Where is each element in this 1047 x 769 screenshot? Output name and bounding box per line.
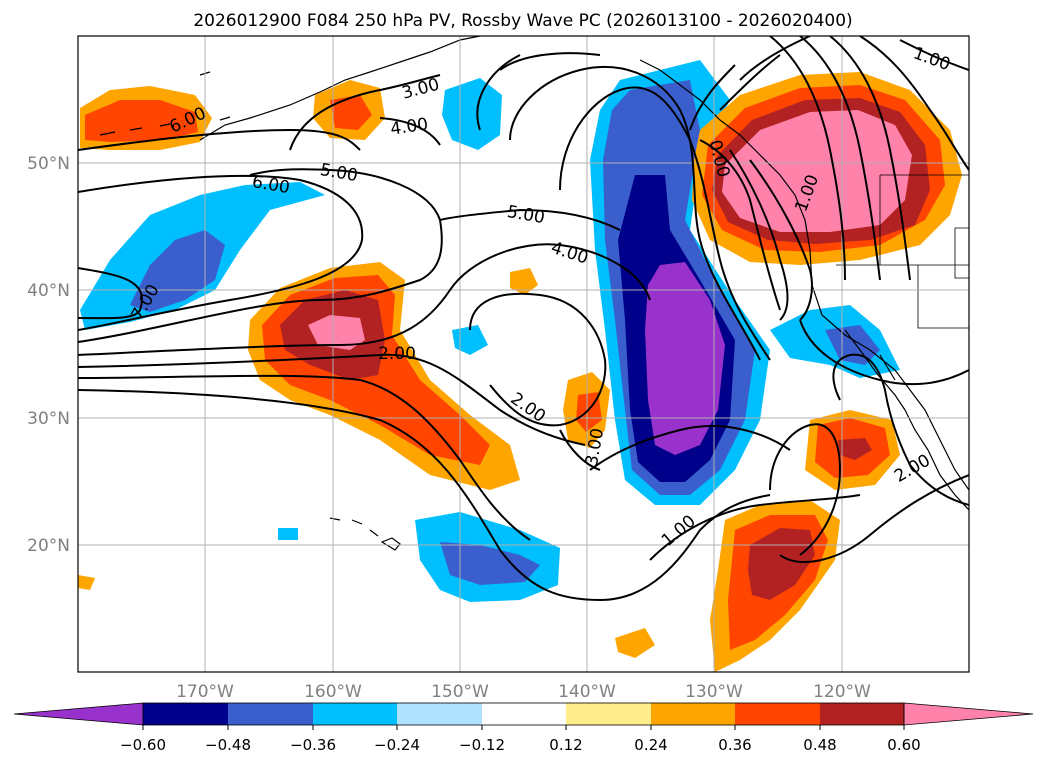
- pos-anomaly-baja-l4: [838, 438, 872, 460]
- longitude-labels: 170°W 160°W 150°W 140°W 130°W 120°W: [176, 682, 871, 702]
- contour-ridge-5: [829, 36, 911, 281]
- contour-5b: [439, 208, 621, 231]
- contour-6: [78, 128, 364, 331]
- lon-label-170w: 170°W: [176, 682, 234, 702]
- contour-4: [78, 243, 651, 356]
- pos-anomaly-small-4: [615, 628, 655, 658]
- contour-ridge-6: [859, 36, 969, 171]
- contour-3-south: [589, 425, 791, 471]
- contour-trough-4: [559, 86, 771, 361]
- pos-anomaly-small-1-core: [330, 95, 372, 130]
- neg-anomaly-small-2: [278, 528, 298, 540]
- latitude-labels: 50°N 40°N 30°N 20°N: [27, 154, 70, 556]
- contour-1-west: [78, 389, 701, 602]
- contour-trough-5: [689, 64, 781, 311]
- lon-label-160w: 160°W: [304, 682, 362, 702]
- baja-peninsula: [844, 329, 906, 411]
- colorbar-segment-7: [651, 703, 735, 725]
- contour-2-east: [779, 474, 969, 563]
- contour-trough-3: [509, 66, 761, 361]
- pv-contours: [78, 36, 969, 602]
- colorbar-segment-5: [482, 703, 566, 725]
- lon-label-140w: 140°W: [558, 682, 616, 702]
- contour-2: [78, 374, 531, 541]
- pos-anomaly-se-l4: [748, 528, 815, 600]
- map-title: 2026012900 F084 250 hPa PV, Rossby Wave …: [193, 11, 852, 31]
- coastlines: [99, 36, 969, 551]
- contour-trough-1: [499, 52, 601, 71]
- contour-ridge-1: [719, 54, 789, 321]
- contour-ridge-4: [799, 36, 881, 281]
- colorbar-label-8: 0.36: [718, 736, 751, 754]
- colorbar-label-6: 0.12: [549, 736, 582, 754]
- pos-anomaly-ridge-core: [722, 110, 912, 232]
- colorbar-outline: [142, 702, 905, 726]
- colorbar-ticks: [142, 725, 905, 730]
- neg-anomaly-coast-blob-l3: [825, 325, 880, 365]
- aleutian-islands: [99, 71, 231, 136]
- us-state-borders: [836, 174, 969, 329]
- colorbar-label-10: 0.60: [887, 736, 920, 754]
- colorbar-label-9: 0.48: [803, 736, 836, 754]
- gridlines: [78, 36, 969, 672]
- neg-anomaly-small-1: [452, 325, 488, 355]
- neg-anomaly-band-core: [645, 262, 725, 455]
- contour-low-pv: [559, 429, 601, 471]
- colorbar-extend-right: [903, 702, 1034, 726]
- contour-5: [78, 168, 443, 343]
- contour-ridge-3: [769, 36, 846, 281]
- contour-label-2-00-a: 2.00: [378, 344, 416, 364]
- contour-2-loop: [469, 292, 607, 427]
- hawaii-islands: [329, 517, 401, 551]
- colorbar-extend-left: [13, 702, 144, 726]
- alaska-coastline: [199, 36, 481, 141]
- colorbar-segment-2: [228, 703, 313, 725]
- colorbar-label-1: −0.60: [120, 736, 166, 754]
- pos-anomaly-small-5: [78, 575, 95, 590]
- colorbar-label-2: −0.48: [205, 736, 251, 754]
- pos-anomaly-streamer-core: [308, 315, 365, 350]
- colorbar-label-4: −0.24: [374, 736, 420, 754]
- colorbar: −0.60 −0.48 −0.36 −0.24 −0.12 0.12 0.24 …: [13, 702, 1034, 754]
- pos-anomaly-nw-corner-l3: [85, 100, 198, 142]
- map-plot-area: 6.00 6.00 5.00 5.00 4.00 4.00 3.00 3.00 …: [77, 35, 970, 673]
- contour-7: [78, 267, 143, 320]
- colorbar-segment-1: [143, 703, 228, 725]
- lat-label-50n: 50°N: [27, 154, 70, 174]
- lon-label-150w: 150°W: [431, 682, 489, 702]
- map-frame: [77, 35, 970, 673]
- colorbar-segment-8: [735, 703, 820, 725]
- colorbar-label-3: −0.36: [290, 736, 336, 754]
- colorbar-segment-3: [313, 703, 397, 725]
- lon-label-120w: 120°W: [813, 682, 871, 702]
- contour-3: [78, 353, 586, 446]
- neg-anomaly-south-l3: [440, 542, 540, 585]
- colorbar-label-7: 0.24: [634, 736, 667, 754]
- contour-1-seam: [699, 494, 771, 531]
- contour-subtrop-2: [832, 353, 969, 506]
- na-west-coastline: [639, 59, 969, 491]
- neg-anomaly-west-l3: [130, 230, 225, 312]
- lat-label-40n: 40°N: [27, 281, 70, 301]
- colorbar-segment-9: [820, 703, 904, 725]
- mexico-coastline: [904, 409, 969, 511]
- colorbar-segment-4: [397, 703, 482, 725]
- contour-trough-2: [476, 54, 521, 131]
- contour-3-north: [289, 74, 441, 151]
- neg-anomaly-nw-blob: [442, 78, 502, 150]
- lat-label-30n: 30°N: [27, 409, 70, 429]
- lat-label-20n: 20°N: [27, 536, 70, 556]
- pos-anomaly-small-3: [510, 268, 538, 295]
- contour-1-ne: [899, 39, 969, 71]
- colorbar-tick-labels: −0.60 −0.48 −0.36 −0.24 −0.12 0.12 0.24 …: [120, 736, 921, 754]
- colorbar-label-5: −0.12: [459, 736, 505, 754]
- colorbar-segment-6: [566, 703, 651, 725]
- contour-1-south: [649, 494, 861, 561]
- contour-subtrop-1: [799, 319, 969, 386]
- lon-label-130w: 130°W: [685, 682, 743, 702]
